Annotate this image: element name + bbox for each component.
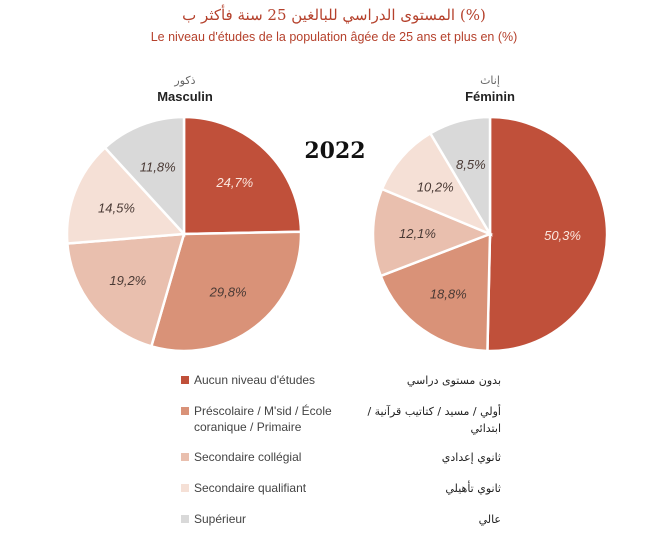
pie-chart-feminin: 50,3% 18,8% 12,1% 10,2%8,5% — [371, 115, 609, 353]
female-chart-label: إناث Féminin — [420, 74, 560, 104]
legend-swatch — [181, 484, 189, 492]
legend-label-french: Préscolaire / M'sid / École coranique / … — [194, 404, 332, 434]
slice-label-collegial: 12,1% — [399, 226, 436, 241]
pie-slice-aucun — [182, 115, 303, 236]
year-label: 2022 — [304, 138, 366, 164]
pie-slice-qualifiant — [380, 131, 493, 237]
slice-label-superieur: 8,5% — [456, 157, 486, 172]
female-label-arabic: إناث — [480, 74, 500, 87]
slice-label-qualifiant: 14,5% — [98, 201, 135, 216]
legend-label-french: Secondaire qualifiant — [194, 481, 307, 495]
chart-title-arabic: المستوى الدراسي للبالغين 25 سنة فأكثر ب … — [182, 6, 486, 24]
legend-label-arabic: بدون مستوى دراسي — [406, 374, 501, 387]
pie-slice-superieur — [428, 115, 492, 239]
slice-label-aucun: 50,3% — [544, 228, 581, 243]
male-label-arabic: ذكور — [174, 74, 196, 87]
legend-label-french: Supérieur — [194, 512, 247, 526]
legend-swatch — [181, 453, 189, 461]
legend-swatch — [181, 376, 189, 384]
legend-label-arabic: أولي / مسيد / كتاتيب قرآنية / ابتدائي — [367, 405, 501, 435]
slice-label-primaire: 18,8% — [430, 286, 467, 301]
slice-label-aucun: 24,7% — [215, 175, 253, 190]
male-chart-label: ذكور Masculin — [115, 74, 255, 104]
legend-label-french: Secondaire collégial — [194, 450, 302, 464]
legend-label-arabic: عالي — [478, 513, 501, 526]
slice-label-collegial: 19,2% — [109, 273, 146, 288]
pie-slice-collegial — [371, 187, 494, 278]
pie-slice-primaire — [149, 230, 303, 353]
slice-label-superieur: 11,8% — [140, 159, 176, 174]
chart-title-french: Le niveau d'études de la population âgée… — [150, 30, 518, 44]
pie-chart-masculin: 24,7% 29,8% 19,2% 14,5% 11,8% — [65, 115, 303, 353]
pie-slice-aucun — [486, 115, 609, 353]
legend-label-arabic: ثانوي تأهيلي — [445, 482, 501, 495]
slice-label-primaire: 29,8% — [209, 285, 247, 300]
pie-slice-collegial — [66, 232, 186, 348]
pie-slice-primaire — [379, 232, 492, 353]
slice-label-qualifiant: 10,2% — [417, 179, 454, 194]
legend-swatch — [181, 515, 189, 523]
legend-swatch — [181, 407, 189, 415]
legend-label-french: Aucun niveau d'études — [194, 373, 316, 387]
pie-slice-qualifiant — [65, 145, 187, 245]
female-label-french: Féminin — [465, 89, 515, 104]
pie-charts: 24,7% 29,8% 19,2% 14,5% 11,8% 50,3% 18,8% 12,1… — [65, 115, 609, 353]
male-label-french: Masculin — [157, 89, 213, 104]
legend-label-arabic: ثانوي إعدادي — [441, 451, 501, 464]
pie-slice-superieur — [103, 115, 186, 238]
